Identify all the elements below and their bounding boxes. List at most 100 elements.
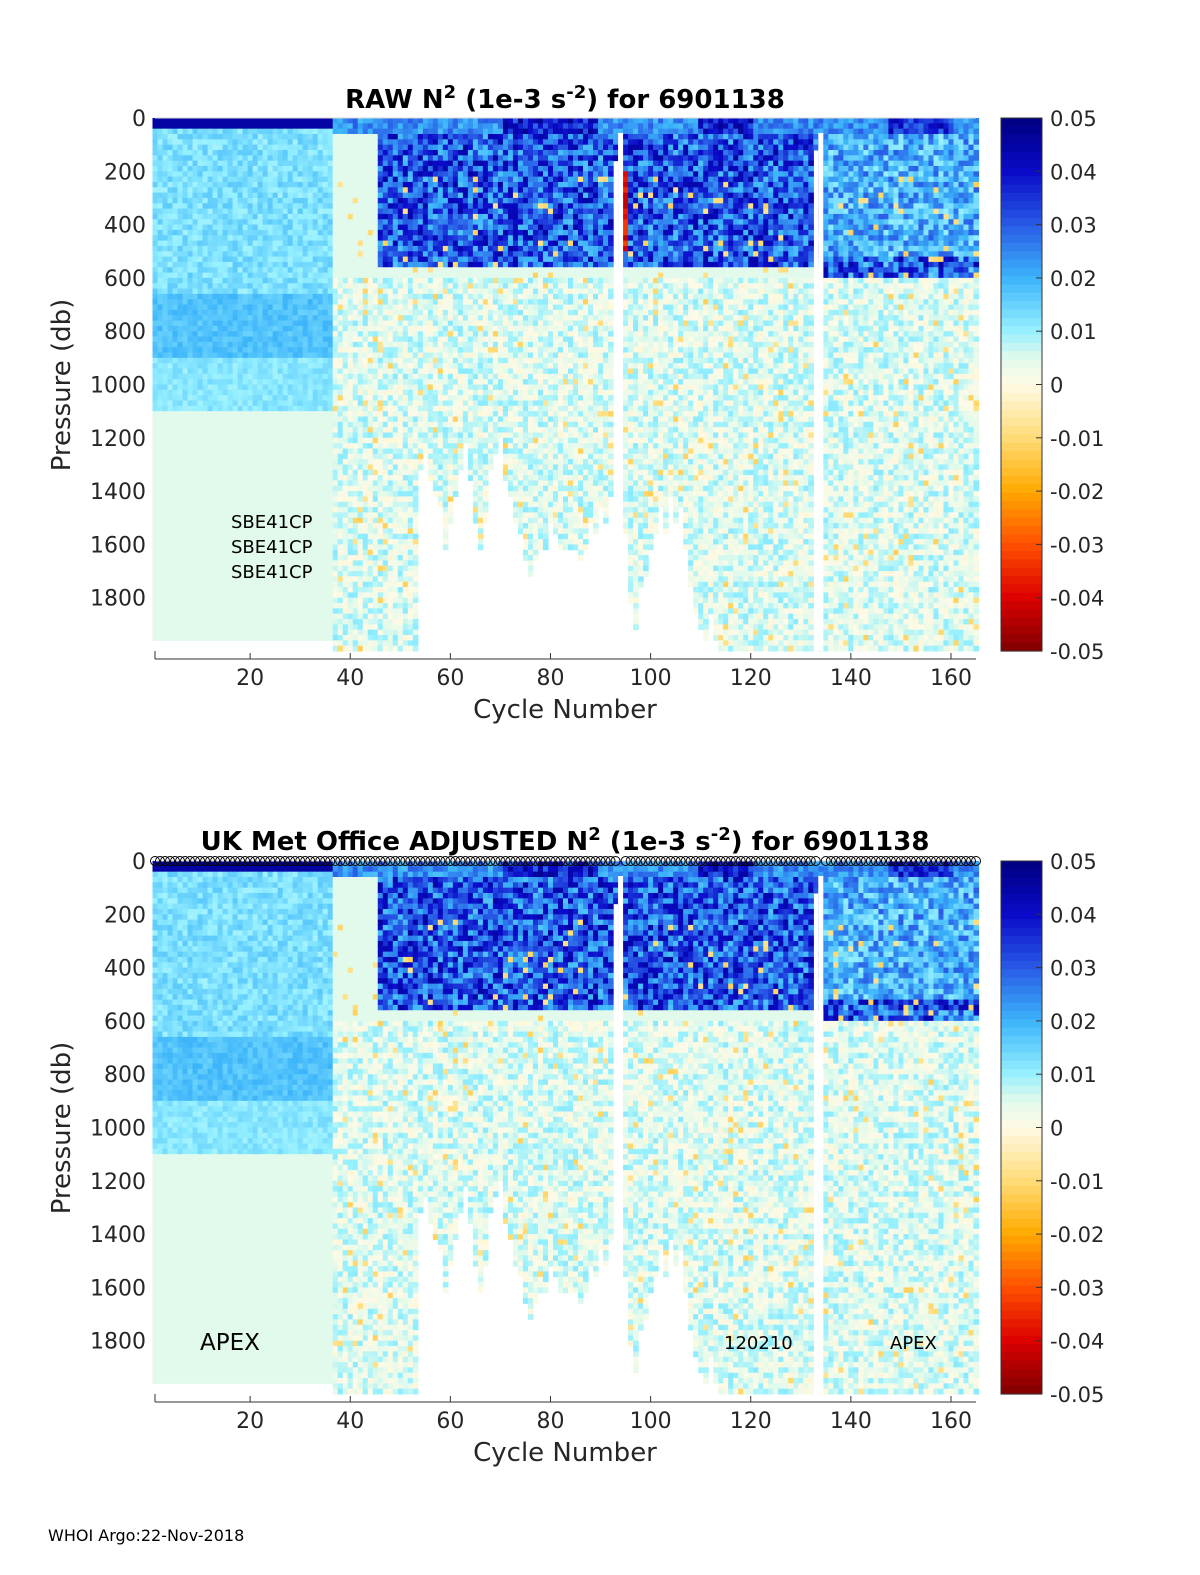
- heat-cell: [163, 166, 169, 172]
- heat-cell: [278, 187, 284, 193]
- heat-cell: [253, 129, 259, 135]
- heat-cell: [158, 550, 164, 556]
- heat-cell: [178, 193, 184, 199]
- heat-cell: [218, 422, 224, 428]
- heat-cell: [283, 395, 289, 401]
- heat-cell: [293, 251, 299, 257]
- heat-cell: [263, 358, 269, 364]
- heat-cell: [178, 518, 184, 524]
- heat-cell: [343, 390, 349, 396]
- heat-cell: [338, 635, 344, 641]
- heat-cell: [298, 230, 304, 236]
- heat-cell: [173, 198, 179, 204]
- heat-cell: [343, 145, 349, 151]
- heat-cell: [158, 342, 164, 348]
- heat-cell: [318, 603, 324, 609]
- heat-cell: [183, 235, 189, 241]
- heat-cell: [263, 454, 269, 460]
- heat-cell: [198, 475, 204, 481]
- heat-cell: [293, 353, 299, 359]
- heat-cell: [253, 315, 259, 321]
- heat-cell: [328, 369, 334, 375]
- heat-cell: [228, 486, 234, 492]
- heat-cell: [213, 363, 219, 369]
- heat-cell: [163, 432, 169, 438]
- heat-cell: [203, 118, 209, 124]
- heat-cell: [208, 406, 214, 412]
- heat-cell: [243, 139, 249, 145]
- heat-cell: [178, 379, 184, 385]
- heat-cell: [193, 507, 199, 513]
- heat-cell: [298, 608, 304, 614]
- heat-cell: [273, 150, 279, 156]
- heat-cell: [273, 438, 279, 444]
- heat-cell: [158, 566, 164, 572]
- heat-cell: [228, 416, 234, 422]
- heat-cell: [203, 326, 209, 332]
- heat-cell: [258, 347, 264, 353]
- heat-cell: [203, 251, 209, 257]
- heat-cell: [253, 262, 259, 268]
- heat-cell: [173, 416, 179, 422]
- heat-cell: [208, 193, 214, 199]
- heat-cell: [183, 630, 189, 636]
- heat-cell: [338, 390, 344, 396]
- heat-cell: [243, 166, 249, 172]
- heat-cell: [168, 214, 174, 220]
- heat-cell: [283, 406, 289, 412]
- heat-cell: [183, 294, 189, 300]
- heat-cell: [173, 171, 179, 177]
- heat-cell: [168, 166, 174, 172]
- heat-cell: [338, 299, 344, 305]
- heat-cell: [268, 347, 274, 353]
- heat-cell: [328, 177, 334, 183]
- heat-cell: [343, 134, 349, 140]
- heat-cell: [258, 203, 264, 209]
- heat-cell: [198, 289, 204, 295]
- heat-cell: [208, 363, 214, 369]
- heat-cell: [323, 432, 329, 438]
- heat-cell: [188, 273, 194, 279]
- heat-cell: [278, 406, 284, 412]
- heat-cell: [193, 438, 199, 444]
- heat-cell: [228, 278, 234, 284]
- heat-cell: [203, 257, 209, 263]
- heat-cell: [158, 198, 164, 204]
- heat-cell: [178, 507, 184, 513]
- heat-cell: [283, 219, 289, 225]
- heat-cell: [173, 139, 179, 145]
- heat-cell: [313, 209, 319, 215]
- heat-cell: [303, 630, 309, 636]
- heat-cell: [183, 310, 189, 316]
- heat-cell: [178, 544, 184, 550]
- heat-cell: [253, 326, 259, 332]
- heat-cell: [263, 321, 269, 327]
- heat-cell: [338, 443, 344, 449]
- heat-cell: [298, 203, 304, 209]
- heat-cell: [338, 134, 344, 140]
- heat-cell: [318, 528, 324, 534]
- heat-cell: [193, 427, 199, 433]
- heat-cell: [153, 630, 159, 636]
- heat-cell: [233, 448, 239, 454]
- heat-cell: [328, 315, 334, 321]
- heat-cell: [278, 502, 284, 508]
- heat-cell: [223, 630, 229, 636]
- heat-cell: [228, 379, 234, 385]
- heat-cell: [208, 603, 214, 609]
- heat-cell: [283, 480, 289, 486]
- heat-cell: [293, 203, 299, 209]
- heat-cell: [213, 155, 219, 161]
- heat-cell: [233, 267, 239, 273]
- heat-cell: [338, 385, 344, 391]
- heat-cell: [258, 369, 264, 375]
- heat-cell: [213, 555, 219, 561]
- heat-cell: [178, 129, 184, 135]
- heat-cell: [168, 171, 174, 177]
- heat-cell: [328, 385, 334, 391]
- heat-cell: [183, 470, 189, 476]
- heat-cell: [173, 550, 179, 556]
- heat-cell: [168, 241, 174, 247]
- heat-cell: [288, 257, 294, 263]
- heat-cell: [293, 374, 299, 380]
